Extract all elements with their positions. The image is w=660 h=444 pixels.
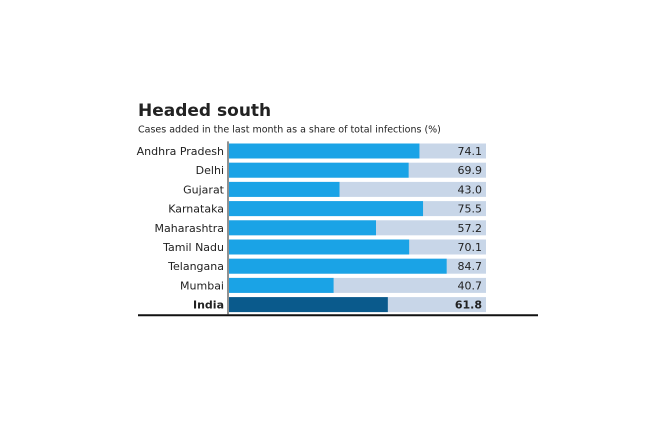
value-label: 69.9 [458, 164, 483, 177]
bar [229, 258, 447, 274]
bar [229, 181, 340, 197]
category-label: Andhra Pradesh [137, 145, 224, 158]
chart-title: Headed south [138, 101, 271, 121]
category-label: Gujarat [183, 183, 225, 196]
value-label: 74.1 [458, 145, 483, 158]
bar [229, 297, 388, 313]
category-label: Delhi [196, 164, 224, 177]
value-label: 57.2 [458, 222, 483, 235]
category-label: India [193, 299, 224, 312]
bar [229, 162, 409, 178]
bar [229, 277, 334, 293]
value-label: 40.7 [458, 279, 483, 292]
bar [229, 239, 410, 255]
bar [229, 220, 377, 236]
category-label: Tamil Nadu [162, 241, 224, 254]
category-label: Mumbai [180, 279, 224, 292]
chart-subtitle: Cases added in the last month as a share… [138, 125, 441, 136]
bar [229, 143, 420, 159]
category-label: Telangana [167, 260, 224, 273]
category-label: Maharashtra [155, 222, 225, 235]
value-label: 61.8 [455, 299, 482, 312]
value-label: 75.5 [458, 203, 483, 216]
bar [229, 201, 424, 217]
value-label: 84.7 [458, 260, 483, 273]
value-label: 70.1 [458, 241, 483, 254]
category-label: Karnataka [168, 203, 224, 216]
value-label: 43.0 [458, 183, 483, 196]
